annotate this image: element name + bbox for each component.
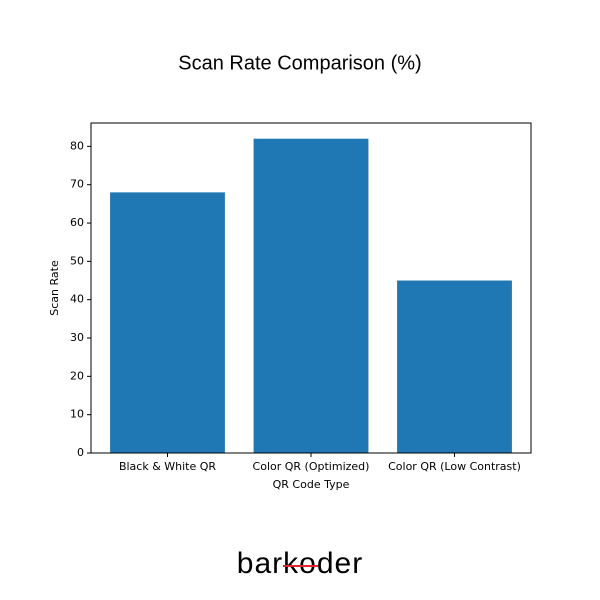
x-axis-label: QR Code Type — [273, 478, 350, 491]
x-tick-label: Color QR (Low Contrast) — [388, 460, 521, 473]
y-tick-label: 60 — [70, 216, 84, 229]
y-tick-label: 40 — [70, 293, 84, 306]
y-tick-label: 70 — [70, 178, 84, 191]
bar — [253, 138, 369, 453]
y-tick-label: 0 — [77, 446, 84, 459]
logo: barkoder — [237, 547, 363, 580]
y-tick-label: 10 — [70, 408, 84, 421]
y-axis-label: Scan Rate — [48, 260, 61, 316]
y-tick-label: 30 — [70, 331, 84, 344]
x-tick-label: Color QR (Optimized) — [253, 460, 370, 473]
y-tick-label: 50 — [70, 254, 84, 267]
plot-frame — [90, 122, 532, 454]
y-tick-label: 20 — [70, 369, 84, 382]
bar — [110, 192, 225, 454]
y-tick-label: 80 — [70, 139, 84, 152]
bar — [397, 280, 512, 453]
x-tick-label: Black & White QR — [119, 460, 216, 473]
chart-title: Scan Rate Comparison (%) — [178, 52, 421, 74]
